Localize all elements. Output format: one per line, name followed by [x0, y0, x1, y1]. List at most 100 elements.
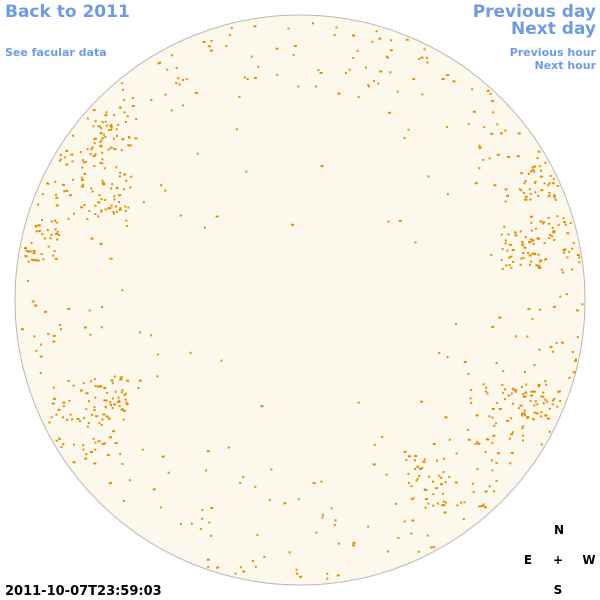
previous-day-link[interactable]: Previous day	[473, 2, 596, 22]
facula	[150, 334, 153, 337]
facula	[559, 399, 562, 402]
facula	[472, 482, 475, 485]
facula	[86, 148, 89, 151]
facula	[440, 476, 443, 479]
facula	[297, 498, 300, 501]
facula	[529, 193, 532, 195]
facula	[103, 387, 107, 389]
facula	[407, 482, 410, 484]
facula	[563, 221, 566, 224]
previous-hour-link[interactable]: Previous hour	[510, 46, 597, 59]
facula	[113, 114, 116, 117]
facula	[104, 405, 107, 408]
facula	[507, 233, 510, 236]
back-link[interactable]: Back to 2011	[5, 2, 130, 22]
facula	[379, 70, 383, 73]
facula	[65, 149, 69, 152]
facula	[29, 250, 32, 253]
facula	[336, 574, 340, 577]
facula	[63, 190, 66, 193]
facula	[507, 394, 511, 397]
facula	[60, 446, 63, 448]
next-hour-link[interactable]: Next hour	[535, 59, 597, 72]
facula	[113, 403, 117, 406]
facula	[537, 194, 540, 197]
facula	[20, 328, 24, 331]
facula	[538, 266, 542, 269]
facula	[482, 383, 485, 386]
facula	[68, 399, 71, 402]
facula	[474, 443, 477, 445]
facula	[528, 254, 532, 257]
facula	[543, 242, 546, 245]
next-day-link[interactable]: Next day	[511, 19, 596, 39]
facula	[230, 26, 233, 29]
facula	[436, 459, 438, 462]
facula	[92, 125, 95, 128]
facula	[508, 256, 511, 259]
facula	[523, 246, 527, 249]
facula	[121, 289, 124, 292]
facula	[99, 161, 102, 164]
facula	[94, 213, 97, 216]
facula	[106, 391, 109, 394]
facula	[418, 58, 421, 61]
facula	[523, 191, 526, 194]
facula	[127, 206, 130, 209]
facula	[385, 473, 388, 476]
facula	[472, 110, 476, 113]
facula	[94, 385, 97, 388]
facula	[499, 132, 503, 135]
facula	[536, 403, 539, 406]
facula	[352, 541, 356, 544]
facula	[137, 387, 140, 389]
facula	[416, 465, 420, 468]
facula	[314, 85, 317, 88]
facula	[470, 389, 473, 391]
facula-layer	[20, 22, 584, 580]
facula	[548, 430, 551, 433]
facula	[90, 187, 93, 190]
facula	[104, 120, 107, 123]
facula	[164, 189, 167, 192]
facula	[421, 467, 424, 469]
facula	[330, 507, 333, 510]
facula	[41, 233, 44, 236]
facula	[564, 223, 567, 226]
facula	[488, 415, 491, 418]
facula	[526, 335, 529, 338]
facula	[423, 48, 426, 51]
facula	[566, 256, 569, 259]
facula	[578, 256, 581, 259]
facula	[333, 524, 336, 526]
facula	[533, 181, 536, 184]
facula	[180, 523, 183, 526]
facula	[296, 572, 299, 575]
facula	[365, 66, 367, 69]
facula	[123, 173, 127, 176]
facula	[509, 255, 513, 258]
facula	[110, 403, 113, 406]
facula	[508, 264, 511, 267]
facula	[82, 448, 85, 451]
facula	[92, 109, 96, 112]
facula	[576, 309, 580, 312]
facula	[420, 56, 424, 59]
facula	[467, 123, 470, 126]
facular-link[interactable]: See facular data	[5, 46, 107, 59]
facula	[396, 90, 399, 93]
facula	[455, 452, 458, 455]
facula	[101, 137, 104, 140]
facula	[427, 175, 430, 178]
facula	[71, 160, 74, 163]
facula	[55, 221, 58, 224]
facula	[113, 212, 116, 215]
facula	[93, 165, 96, 168]
facula	[291, 223, 294, 226]
facula	[518, 188, 521, 191]
facula	[537, 253, 540, 256]
facula	[519, 404, 523, 407]
facula	[502, 391, 505, 394]
facula	[105, 114, 108, 117]
facula	[124, 121, 127, 123]
